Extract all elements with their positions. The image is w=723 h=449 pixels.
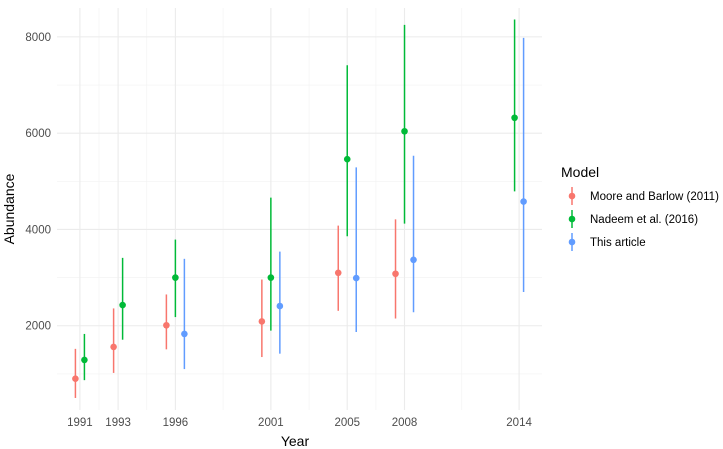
data-point	[267, 274, 275, 281]
legend-title: Model	[561, 164, 599, 180]
legend-entry: This article	[568, 233, 646, 251]
data-point	[110, 343, 117, 351]
x-tick-label: 2008	[392, 417, 418, 429]
x-axis-title: Year	[281, 433, 310, 449]
legend-label: This article	[590, 237, 646, 249]
x-tick-label: 2005	[334, 417, 360, 429]
legend-key-point	[568, 238, 576, 246]
data-point	[276, 302, 284, 310]
data-point	[119, 301, 126, 309]
series-this-article	[181, 37, 527, 370]
y-tick-label: 4000	[25, 224, 51, 236]
data-point	[334, 269, 342, 277]
legend: Model Moore and Barlow (2011) Nadeem et a…	[561, 164, 719, 251]
y-axis-ticks: 2000 4000 6000 8000	[25, 32, 51, 333]
data-point	[401, 127, 408, 135]
legend-key-point	[568, 215, 576, 223]
data-point	[352, 274, 360, 282]
x-tick-label: 1991	[67, 417, 93, 429]
data-point	[392, 270, 399, 278]
y-tick-label: 8000	[25, 32, 51, 44]
y-axis-title: Abundance	[1, 173, 17, 244]
legend-entry: Nadeem et al. (2016)	[568, 210, 698, 228]
x-tick-label: 1993	[105, 417, 131, 429]
legend-key-point	[568, 192, 576, 200]
data-point	[181, 330, 188, 338]
y-tick-label: 2000	[25, 321, 51, 333]
data-point	[410, 256, 417, 264]
legend-label: Nadeem et al. (2016)	[590, 214, 698, 226]
legend-entry: Moore and Barlow (2011)	[568, 187, 719, 205]
series-nadeem-et-al-2016	[81, 19, 518, 381]
x-tick-label: 2014	[506, 417, 532, 429]
x-axis-ticks: 1991 1993 1996 2001 2005 2008 2014	[67, 417, 532, 429]
data-point	[81, 356, 88, 364]
series-moore-and-barlow-2011	[72, 219, 399, 398]
x-tick-label: 2001	[258, 417, 284, 429]
data-point	[511, 114, 518, 122]
x-tick-label: 1996	[163, 417, 189, 429]
data-point	[258, 318, 266, 325]
grid	[57, 8, 542, 410]
legend-label: Moore and Barlow (2011)	[590, 191, 719, 203]
data-point	[520, 198, 527, 205]
y-tick-label: 6000	[25, 128, 51, 140]
plot-series	[72, 19, 527, 398]
data-point	[72, 375, 79, 383]
data-point	[343, 155, 351, 163]
data-point	[163, 321, 170, 329]
data-point	[172, 274, 179, 281]
